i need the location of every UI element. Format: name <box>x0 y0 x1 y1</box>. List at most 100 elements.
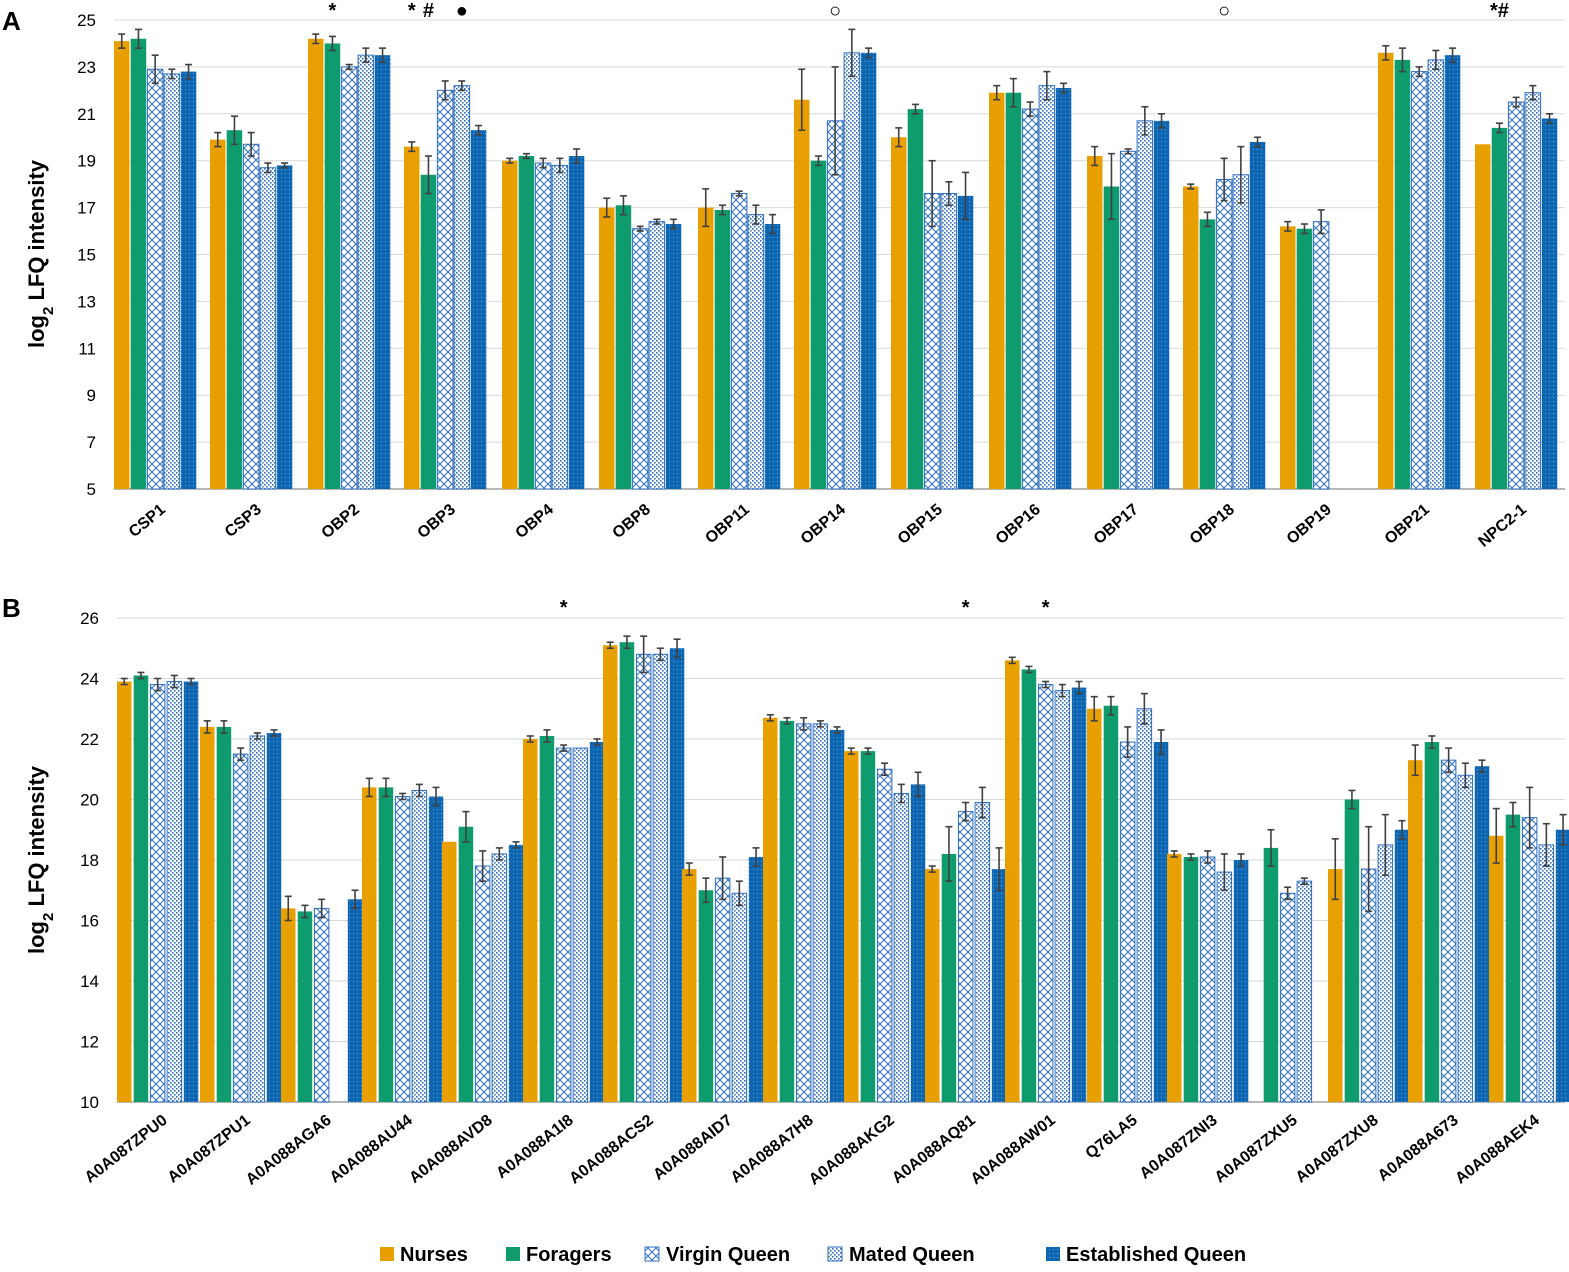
panel-a-group-obp11 <box>698 188 781 490</box>
panel-a-bar-obp2-established-queen <box>374 55 391 490</box>
panel-b-bar-a0a087zpu1-mated-queen <box>249 735 266 1103</box>
panel-b-errorbar-a0a088acs2-established-queen <box>673 638 681 659</box>
panel-b-errorbar-a0a088aek4-virgin-queen <box>1526 786 1534 849</box>
panel-b-bar-a0a088avd8-established-queen <box>508 844 524 1102</box>
panel-b-bar-a0a087zxu5-virgin-queen <box>1279 892 1296 1103</box>
panel-b-errorbar-a0a087zxu8-virgin-queen <box>1365 825 1373 913</box>
panel-b-bar-a0a088a7h8-virgin-queen <box>795 723 812 1103</box>
panel-b-errorbar-a0a088a7h8-mated-queen <box>816 720 824 728</box>
panel-a-bar-obp4-foragers <box>518 156 535 489</box>
panel-a-bar-obp16-virgin-queen <box>1021 108 1039 490</box>
panel-a-group-obp3 <box>404 80 487 490</box>
panel-a-bar-obp11-established-queen <box>764 224 781 489</box>
panel-b-bar-a0a088avd8-foragers <box>458 826 474 1102</box>
panel-a-errorbar-obp15-nurses <box>895 127 903 148</box>
panel-b-bar-a0a088a1i8-foragers <box>539 735 555 1102</box>
panel-b-x-ticks: A0A087ZPU0A0A087ZPU1A0A088AGA6A0A088AU44… <box>82 1112 1543 1189</box>
panel-a-x-tick-label: CSP3 <box>222 501 265 541</box>
panel-a-bar-obp21-virgin-queen <box>1410 71 1428 490</box>
panel-a-bar-obp11-foragers <box>714 209 731 489</box>
panel-a-group-npc2-1 <box>1475 84 1558 490</box>
panel-b-bar-a0a088au44-mated-queen <box>411 789 428 1103</box>
panel-a-errorbar-obp4-established-queen <box>573 148 581 164</box>
panel-b-errorbar-q76la5-established-queen <box>1157 729 1165 755</box>
panel-a-y-tick-label: 23 <box>77 58 96 77</box>
panel-b-y-tick-label: 10 <box>80 1093 99 1112</box>
panel-a-bar-obp17-virgin-queen <box>1119 150 1137 490</box>
panel-b-bar-a0a088aga6-virgin-queen <box>313 907 330 1103</box>
panel-a-bar-obp14-virgin-queen <box>826 120 844 490</box>
panel-b-errorbar-a0a087zni3-mated-queen <box>1220 853 1228 892</box>
panel-a-bar-obp4-nurses <box>502 160 518 489</box>
panel-a-bar-obp2-foragers <box>324 43 341 489</box>
panel-b-bar-a0a087zpu1-nurses <box>200 726 215 1102</box>
panel-a-bar-obp3-mated-queen <box>453 85 471 490</box>
panel-b-bar-a0a088aid7-nurses <box>682 869 697 1102</box>
panel-b-bar-a0a088au44-established-queen <box>428 796 444 1102</box>
panel-a-bar-obp8-virgin-queen <box>631 228 649 490</box>
panel-b-bar-a0a087zpu1-established-queen <box>266 732 282 1102</box>
panel-b-errorbar-a0a088a7h8-virgin-queen <box>800 717 808 731</box>
panel-b-errorbar-a0a088a7h8-foragers <box>783 717 791 725</box>
panel-b-bar-a0a088aek4-established-queen <box>1555 829 1569 1102</box>
panel-a-errorbar-npc2-1-foragers <box>1495 122 1503 134</box>
panel-a-bar-obp21-foragers <box>1394 59 1411 490</box>
panel-b-errorbar-a0a088a673-nurses <box>1411 744 1419 777</box>
panel-b-y-axis-label: log2 LFQ intensity <box>24 765 57 954</box>
panel-a-errorbar-obp18-foragers <box>1203 211 1211 228</box>
panel-b-bar-a0a087zpu0-foragers <box>133 675 149 1102</box>
panel-a-y-tick-label: 25 <box>77 11 96 30</box>
panel-b-x-tick-label: A0A088A7H8 <box>728 1112 817 1187</box>
panel-a-bar-csp1-virgin-queen <box>146 68 164 490</box>
panel-a-x-tick-label: OBP19 <box>1284 501 1335 548</box>
panel-b-errorbar-a0a088aq81-established-queen <box>995 847 1003 892</box>
panel-b-bar-a0a088aid7-established-queen <box>748 856 764 1102</box>
panel-b-errorbar-a0a088avd8-virgin-queen <box>479 850 487 882</box>
panel-b-x-tick-label: A0A087ZPU0 <box>82 1112 171 1187</box>
panel-a-bar-obp17-foragers <box>1103 186 1120 489</box>
panel-a-x-tick-label: OBP18 <box>1187 501 1238 548</box>
panel-b-bar-a0a088a7h8-established-queen <box>829 729 845 1102</box>
panel-b-errorbar-a0a088a1i8-established-queen <box>593 738 601 746</box>
panel-b-bar-a0a088avd8-nurses <box>442 841 457 1102</box>
panel-b-errorbar-a0a088akg2-mated-queen <box>897 783 905 804</box>
panel-b-errorbar-a0a088au44-foragers <box>382 777 390 798</box>
panel-b-letter: B <box>2 593 21 623</box>
panel-a-errorbar-obp21-foragers <box>1398 47 1406 73</box>
legend-item-established-queen: Established Queen <box>1046 1244 1246 1266</box>
panel-a-errorbar-obp17-nurses <box>1091 145 1099 167</box>
panel-a-errorbar-obp18-nurses <box>1187 183 1195 190</box>
panel-a-errorbar-obp2-established-queen <box>379 47 387 64</box>
panel-b-bar-a0a088aek4-virgin-queen <box>1521 817 1538 1103</box>
legend-swatch-virgin-queen <box>644 1246 660 1262</box>
panel-b-errorbar-a0a088a673-foragers <box>1428 735 1436 749</box>
panel-a-x-tick-label: OBP3 <box>415 501 459 542</box>
panel-b-errorbar-a0a087zxu8-mated-queen <box>1381 813 1389 876</box>
panel-a-errorbar-obp16-virgin-queen <box>1026 101 1034 117</box>
panel-a-bar-obp18-established-queen <box>1249 141 1266 489</box>
panel-b-bar-a0a088a673-established-queen <box>1474 766 1490 1102</box>
panel-b-bars <box>117 635 1569 1103</box>
panel-a-errorbar-obp17-established-queen <box>1158 113 1166 129</box>
panel-a-errorbar-obp11-established-queen <box>769 213 777 235</box>
panel-b-errorbar-a0a087zxu5-mated-queen <box>1300 877 1308 886</box>
panel-b-bar-a0a088aw01-foragers <box>1021 669 1037 1102</box>
panel-b-errorbar-a0a088aga6-foragers <box>301 904 309 919</box>
panel-a-errorbar-obp17-mated-queen <box>1141 105 1149 136</box>
panel-b-bar-a0a088aq81-mated-queen <box>974 802 991 1103</box>
panel-a-bar-obp18-foragers <box>1199 219 1216 489</box>
panel-a-bar-obp21-mated-queen <box>1427 59 1445 490</box>
panel-a-bar-obp8-nurses <box>599 207 615 489</box>
panel-b-bar-q76la5-established-queen <box>1153 742 1169 1102</box>
panel-a-x-tick-label: OBP4 <box>513 501 557 542</box>
panel-a-bar-obp16-established-queen <box>1055 88 1072 489</box>
panel-b-errorbar-a0a087zpu0-virgin-queen <box>154 677 162 692</box>
panel-b-errorbar-q76la5-nurses <box>1090 695 1098 722</box>
panel-b-x-tick-label: A0A088AID7 <box>650 1112 736 1184</box>
panel-b-errorbar-a0a087zni3-foragers <box>1187 853 1195 861</box>
panel-a-errorbar-obp18-virgin-queen <box>1220 157 1228 202</box>
panel-b-x-tick-label: A0A088AKG2 <box>806 1112 898 1189</box>
panel-b-group-a0a087zxu5 <box>1263 828 1313 1103</box>
panel-a-errorbar-npc2-1-virgin-queen <box>1512 96 1520 108</box>
panel-a-y-tick-label: 21 <box>77 105 96 124</box>
